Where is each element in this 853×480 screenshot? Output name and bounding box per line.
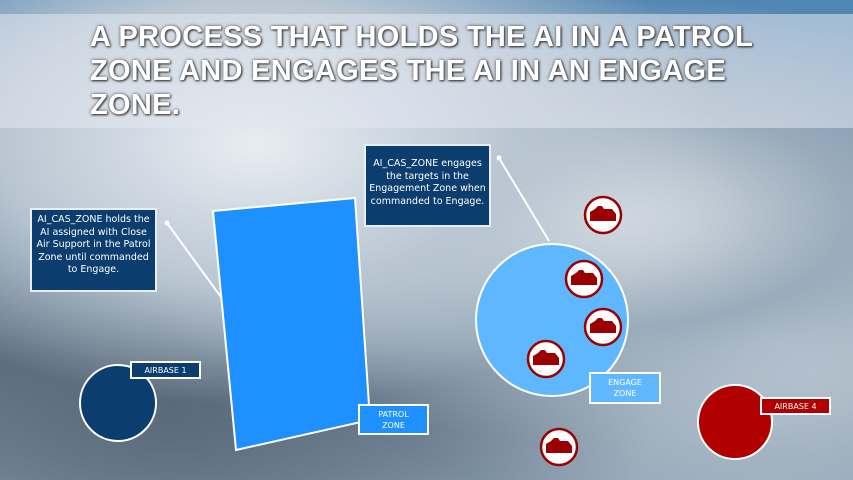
- engage-callout-line: [498, 157, 550, 242]
- patrol-callout-line: [166, 222, 222, 298]
- target-4: [526, 339, 566, 379]
- airbase-4-label: AIRBASE 4: [760, 397, 831, 415]
- airbase-1-label: AIRBASE 1: [130, 361, 201, 379]
- engage-note: AI_CAS_ZONE engages the targets in the E…: [364, 144, 491, 227]
- patrol-note: AI_CAS_ZONE holds the AI assigned with C…: [30, 208, 157, 292]
- airbase-4: [697, 384, 773, 460]
- patrol-callout-dot: [164, 220, 170, 226]
- tank-icon: [590, 318, 616, 333]
- engage-zone-label: ENGAGE ZONE: [589, 372, 661, 404]
- target-5: [539, 427, 579, 467]
- patrol-zone: [211, 196, 372, 452]
- tank-icon: [571, 270, 597, 285]
- target-2: [564, 259, 604, 299]
- title-band: [0, 14, 853, 128]
- tank-icon: [546, 438, 572, 453]
- target-1: [583, 195, 623, 235]
- airbase-1: [79, 364, 157, 442]
- patrol-zone-label: PATROL ZONE: [358, 404, 429, 435]
- target-3: [583, 307, 623, 347]
- tank-icon: [590, 206, 616, 221]
- engage-callout-dot: [496, 155, 502, 161]
- slide-title: A PROCESS THAT HOLDS THE AI IN A PATROL …: [90, 21, 753, 121]
- tank-icon: [533, 350, 559, 365]
